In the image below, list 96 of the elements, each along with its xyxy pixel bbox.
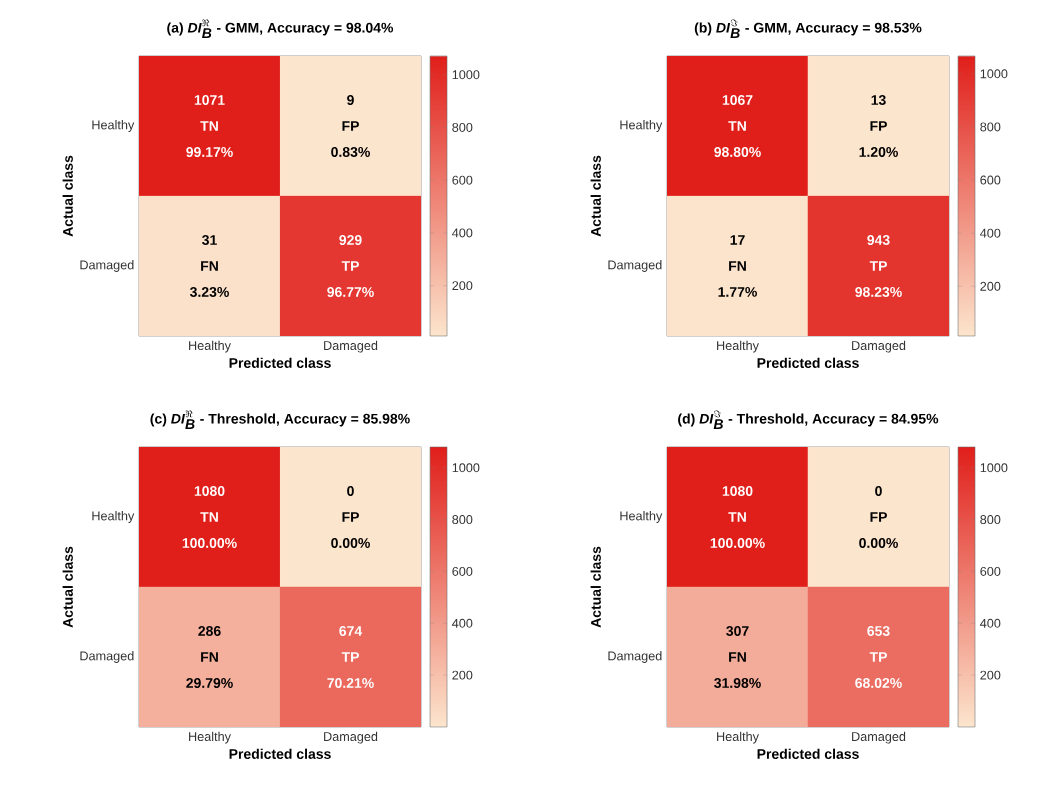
- chart-title: $\textbf{(d) }\textbf{\textit{DI}}_{\textbf{\textit{B}}}^{\Im}\textbf{ - Threshold, Accuracy = 84.95\%}$: [678, 410, 939, 429]
- chart-title: $\textbf{(b) }\textbf{\textit{DI}}_{\textbf{\textit{B}}}^{\Im}\textbf{ - GMM, Accuracy = 98.53\%}$: [694, 19, 922, 38]
- text: 653: [867, 626, 890, 636]
- text: 1071: [194, 95, 225, 105]
- y-axis-title: Actual class: [62, 546, 73, 628]
- text: FP: [342, 512, 359, 522]
- y-tick-label: Damaged: [80, 260, 134, 272]
- text: FP: [870, 512, 887, 522]
- text: TN: [728, 121, 746, 131]
- text: 3.23%: [189, 287, 229, 297]
- color-bar-label: 200: [452, 670, 473, 680]
- text: 1067: [722, 95, 753, 105]
- color-bar-label: 800: [980, 122, 1001, 132]
- y-tick-label: Healthy: [92, 120, 135, 132]
- text: FN: [729, 261, 746, 271]
- text: 1.20%: [859, 147, 898, 157]
- color-bar-label: 200: [980, 281, 1001, 291]
- text: 0.00%: [331, 538, 370, 548]
- x-tick-label: Damaged: [852, 340, 906, 353]
- y-tick-label: Healthy: [92, 511, 135, 523]
- chart-title: $\textbf{(a) }\textbf{\textit{DI}}_{\textbf{\textit{B}}}^{\Re}\textbf{ - GMM, Accuracy = 98.04\%}$: [167, 19, 394, 38]
- x-tick-label: Healthy: [717, 731, 759, 744]
- text: 9: [347, 95, 354, 105]
- x-axis-title: Predicted class: [229, 357, 331, 368]
- x-tick-label: Damaged: [852, 731, 906, 744]
- text: 0.83%: [331, 147, 370, 157]
- color-bar-label: 200: [980, 670, 1001, 680]
- color-bar-label: 600: [452, 566, 473, 576]
- text: FN: [201, 652, 218, 662]
- text: 0.00%: [859, 538, 898, 548]
- y-tick-label: Healthy: [620, 120, 663, 132]
- text: TP: [341, 652, 359, 662]
- x-axis-title: Predicted class: [229, 748, 331, 759]
- text: 29.79%: [186, 678, 233, 688]
- color-bar-label: 400: [980, 228, 1001, 238]
- text: TP: [869, 652, 887, 662]
- x-tick-label: Damaged: [324, 731, 378, 744]
- text: 96.77%: [327, 287, 374, 297]
- text: 1080: [194, 486, 225, 496]
- text: 1.77%: [718, 287, 757, 297]
- text: 68.02%: [855, 678, 902, 688]
- text: 13: [871, 95, 886, 105]
- x-tick-label: Healthy: [189, 340, 231, 353]
- x-tick-label: Healthy: [189, 731, 231, 744]
- text: 31.98%: [714, 678, 761, 688]
- color-bar-label: 400: [980, 618, 1001, 628]
- color-bar-label: 1000: [452, 70, 480, 80]
- text: 1080: [722, 486, 753, 496]
- text: 70.21%: [327, 678, 374, 688]
- color-bar-label: 600: [980, 175, 1001, 185]
- text: FN: [201, 261, 218, 271]
- text: TN: [728, 512, 746, 522]
- text: 307: [726, 626, 749, 636]
- text: TP: [869, 261, 887, 271]
- text: 17: [730, 235, 745, 245]
- color-bar-label: 400: [452, 228, 473, 238]
- x-axis-title: Predicted class: [757, 748, 859, 759]
- y-tick-label: Damaged: [608, 651, 662, 663]
- text: TP: [341, 261, 359, 271]
- text: FN: [729, 652, 746, 662]
- y-axis-title: Actual class: [62, 155, 73, 237]
- color-bar-label: 400: [452, 618, 473, 628]
- y-tick-label: Damaged: [80, 651, 134, 663]
- x-tick-label: Damaged: [324, 340, 378, 353]
- color-bar-label: 1000: [980, 463, 1008, 473]
- text: TN: [200, 121, 218, 131]
- text: 0: [347, 486, 354, 496]
- text: 0: [875, 486, 882, 496]
- text: 943: [867, 235, 890, 245]
- text: 100.00%: [182, 538, 237, 548]
- text: FP: [342, 121, 359, 131]
- color-bar-label: 1000: [452, 463, 480, 473]
- text: 98.80%: [714, 147, 761, 157]
- color-bar-label: 600: [980, 566, 1001, 576]
- x-axis-title: Predicted class: [757, 357, 859, 368]
- y-tick-label: Damaged: [608, 260, 662, 272]
- color-bar-label: 600: [452, 175, 473, 185]
- text: 929: [339, 235, 362, 245]
- text: 100.00%: [710, 538, 765, 548]
- text: 286: [198, 626, 221, 636]
- text: FP: [870, 121, 887, 131]
- y-axis-title: Actual class: [590, 155, 601, 237]
- text: 99.17%: [186, 147, 233, 157]
- color-bar-label: 800: [452, 515, 473, 525]
- color-bar-label: 200: [452, 281, 473, 291]
- text: TN: [200, 512, 218, 522]
- x-tick-label: Healthy: [717, 340, 759, 353]
- color-bar-label: 800: [452, 122, 473, 132]
- text: 31: [202, 235, 217, 245]
- chart-title: $\textbf{(c) }\textbf{\textit{DI}}_{\textbf{\textit{B}}}^{\Re}\textbf{ - Threshold, Accuracy = 85.98\%}$: [150, 410, 410, 429]
- y-axis-title: Actual class: [590, 546, 601, 628]
- color-bar-label: 1000: [980, 69, 1008, 79]
- color-bar-label: 800: [980, 515, 1001, 525]
- y-tick-label: Healthy: [620, 511, 663, 523]
- text: 674: [339, 626, 363, 636]
- text: 98.23%: [855, 287, 902, 297]
